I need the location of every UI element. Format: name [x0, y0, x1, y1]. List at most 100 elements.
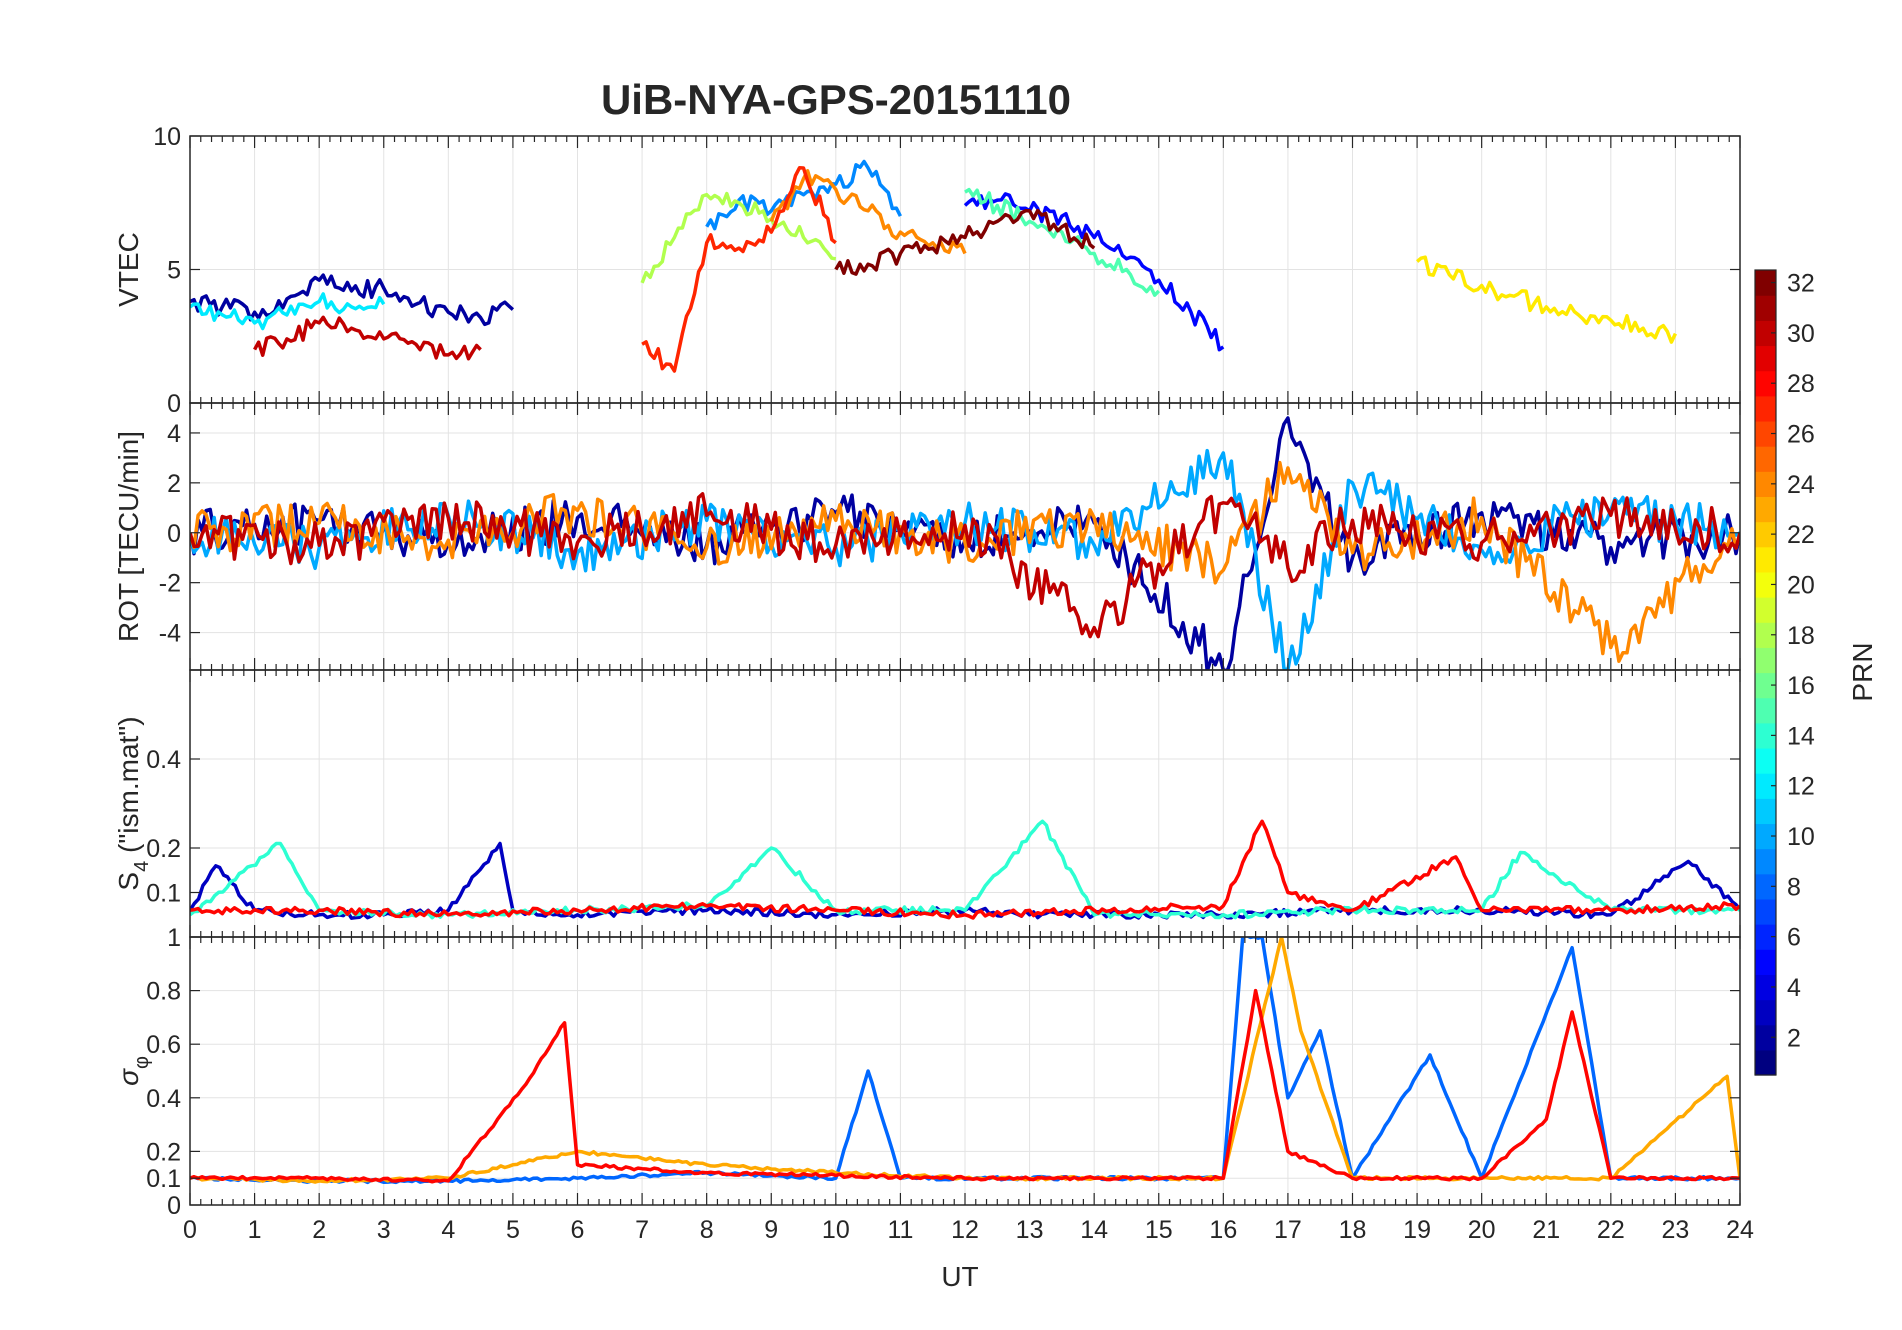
x-tick-label: 11: [887, 1216, 913, 1244]
colorbar-cell: [1755, 773, 1776, 799]
panel-2: -4 -2 0 2 4 ROT [TECU/min]: [113, 402, 1741, 671]
panel-4: 00.10.2 0.4 0.6 0.8 1 σφ: [113, 924, 1741, 1220]
colorbar-cell: [1755, 1024, 1776, 1051]
grid: [190, 670, 1740, 937]
x-tick-label: 19: [1403, 1216, 1431, 1244]
series-prn-18: [640, 191, 837, 284]
x-tick-label: 1: [248, 1216, 262, 1244]
colorbar-cell: [1755, 924, 1776, 950]
colorbar-cell: [1755, 898, 1776, 925]
y-tick-label: 0.2: [146, 1138, 181, 1166]
series-prn-30: [253, 315, 482, 361]
y-tick-label: 5: [167, 257, 181, 285]
x-tick-label: 18: [1339, 1216, 1367, 1244]
colorbar-cell: [1755, 471, 1776, 498]
colorbar-cell: [1755, 597, 1776, 623]
y-tick-label: 0: [167, 390, 181, 418]
x-tick-label: 21: [1532, 1216, 1560, 1244]
x-tick-label: 15: [1145, 1216, 1173, 1244]
x-tick-label: 3: [377, 1216, 391, 1244]
colorbar-cell: [1755, 747, 1776, 774]
y-label-main: S: [113, 872, 144, 891]
series-prn-21: [1415, 255, 1677, 344]
y-tick-label: 0.8: [146, 978, 181, 1006]
colorbar-tick-label: 14: [1787, 722, 1815, 750]
colorbar-cell: [1755, 546, 1776, 573]
y-axis-label: ROT [TECU/min]: [113, 431, 144, 642]
series-prn-28: [190, 988, 1740, 1184]
colorbar-cell: [1755, 395, 1776, 422]
y-label-subscript: 4: [131, 861, 153, 872]
x-ticks: [189, 937, 1741, 1205]
y-axis-label: S4 ("ism.mat"): [113, 716, 153, 890]
x-tick-label: 9: [764, 1216, 778, 1244]
y-ticks: 00.10.2 0.4 0.6 0.8 1: [146, 924, 1740, 1220]
y-tick-label: 0.4: [146, 746, 181, 774]
colorbar-tick-label: 8: [1787, 873, 1801, 901]
y-axis-label: VTEC: [113, 232, 144, 307]
colorbar-tick-label: 6: [1787, 924, 1801, 952]
series-prn-12: [190, 292, 386, 331]
x-tick-label: 17: [1274, 1216, 1302, 1244]
colorbar-cell: [1755, 974, 1776, 1001]
x-tick-label: 22: [1597, 1216, 1625, 1244]
x-tick-label: 5: [506, 1216, 520, 1244]
panel-3: 0.1 0.2 0.4S4 ("ism.mat"): [113, 669, 1741, 938]
y-tick-label: 0.4: [146, 1085, 181, 1113]
grid: [190, 136, 1740, 403]
x-tick-label: 16: [1209, 1216, 1237, 1244]
y-tick-label: 10: [153, 123, 181, 151]
colorbar-frame: [1754, 269, 1777, 1076]
colorbar-cell: [1755, 420, 1776, 447]
y-tick-label: 0.1: [146, 880, 181, 908]
y-tick-label: 4: [167, 420, 181, 448]
colorbar-cell: [1755, 1049, 1776, 1076]
colorbar-tick-label: 30: [1787, 320, 1815, 348]
colorbar-cell: [1755, 722, 1776, 749]
colorbar-cell: [1755, 320, 1776, 347]
x-ticks: [189, 403, 1741, 670]
colorbar-cell: [1755, 622, 1776, 648]
colorbar-cell: [1755, 949, 1776, 975]
y-tick-label: 1: [167, 924, 181, 952]
colorbar-tick-label: 32: [1787, 270, 1815, 298]
series-prn-15: [964, 187, 1161, 297]
y-tick-label: 0: [167, 1192, 181, 1220]
series-prn-5: [963, 192, 1225, 352]
chart-title: UiB-NYA-GPS-20151110: [601, 76, 1071, 123]
colorbar-tick-label: 12: [1787, 773, 1815, 801]
colorbar-tick-label: 22: [1787, 521, 1815, 549]
x-tick-label: 12: [951, 1216, 979, 1244]
colorbar-tick-label: 4: [1787, 974, 1801, 1002]
colorbar-cell: [1755, 672, 1776, 699]
series-prn-32: [834, 208, 1096, 276]
colorbar-cell: [1755, 571, 1776, 598]
x-tick-label: 24: [1726, 1216, 1754, 1244]
colorbar-label: PRN: [1847, 642, 1878, 701]
colorbar-cell: [1755, 496, 1776, 523]
series-prn-9: [705, 159, 902, 231]
series-prn-30: [190, 492, 1740, 639]
y-axis-label: σφ: [113, 1056, 153, 1086]
colorbar-tick-label: 20: [1787, 571, 1815, 599]
series-prn-24: [190, 460, 1740, 663]
x-ticks: [189, 136, 1741, 403]
colorbar-cell: [1755, 270, 1776, 296]
series-group: [190, 416, 1740, 670]
x-tick-label: 0: [183, 1216, 197, 1244]
colorbar-tick-label: 2: [1787, 1024, 1801, 1052]
colorbar-tick-label: 18: [1787, 622, 1815, 650]
x-tick-label: 13: [1016, 1216, 1044, 1244]
x-tick-label: 8: [700, 1216, 714, 1244]
y-tick-label: 0.2: [146, 835, 181, 863]
series-prn-27: [641, 166, 837, 373]
y-tick-label: -4: [159, 620, 181, 648]
colorbar-cell: [1755, 345, 1776, 372]
y-ticks: 0.1 0.2 0.4: [146, 746, 1740, 908]
series-group: [190, 819, 1740, 920]
colorbar-cell: [1755, 873, 1776, 900]
x-tick-label: 14: [1080, 1216, 1108, 1244]
x-tick-label: 23: [1662, 1216, 1690, 1244]
